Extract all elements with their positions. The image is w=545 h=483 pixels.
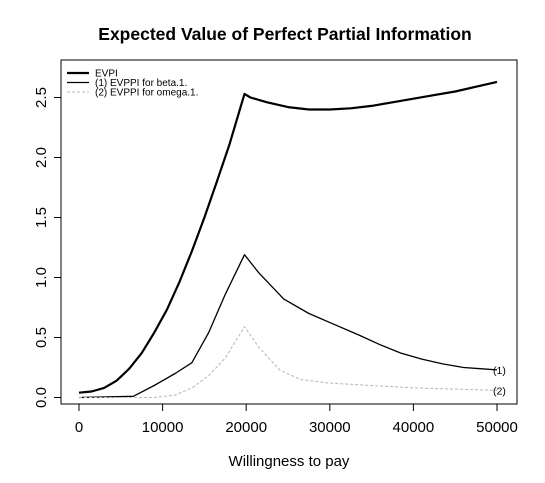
series-end-label: (2) bbox=[493, 385, 506, 397]
x-tick-label: 50000 bbox=[476, 419, 518, 436]
series-layer bbox=[78, 80, 498, 399]
x-tick-label: 0 bbox=[75, 419, 83, 436]
series-end-labels: (1) (2) bbox=[493, 365, 506, 397]
legend-label: EVPI bbox=[95, 69, 118, 80]
y-tick-label: 2.5 bbox=[33, 87, 50, 108]
x-axis-label: Willingness to pay bbox=[229, 453, 350, 470]
legend-label: (2) EVPPI for omega.1. bbox=[95, 88, 198, 99]
x-axis: 0 10000 20000 30000 40000 50000 bbox=[75, 403, 518, 436]
x-tick-label: 10000 bbox=[142, 419, 184, 436]
x-tick-label: 40000 bbox=[393, 419, 435, 436]
series-line-2 bbox=[78, 254, 498, 399]
y-axis: 0.0 0.5 1.0 1.5 2.0 2.5 bbox=[33, 87, 62, 408]
y-tick-label: 0.0 bbox=[33, 387, 50, 408]
plot-frame bbox=[60, 59, 518, 405]
y-tick-label: 1.5 bbox=[33, 207, 50, 228]
y-tick-label: 2.0 bbox=[33, 147, 50, 168]
x-tick-label: 30000 bbox=[309, 419, 351, 436]
y-tick-label: 0.5 bbox=[33, 327, 50, 348]
legend-label: (1) EVPPI for beta.1. bbox=[95, 78, 187, 89]
series-line-1 bbox=[78, 80, 498, 394]
y-tick-label: 1.0 bbox=[33, 267, 50, 288]
series-line-3 bbox=[79, 326, 498, 399]
legend: EVPI(1) EVPPI for beta.1.(2) EVPPI for o… bbox=[67, 69, 198, 99]
x-tick-label: 20000 bbox=[225, 419, 267, 436]
series-end-label: (1) bbox=[493, 365, 506, 377]
chart-title: Expected Value of Perfect Partial Inform… bbox=[98, 24, 471, 44]
